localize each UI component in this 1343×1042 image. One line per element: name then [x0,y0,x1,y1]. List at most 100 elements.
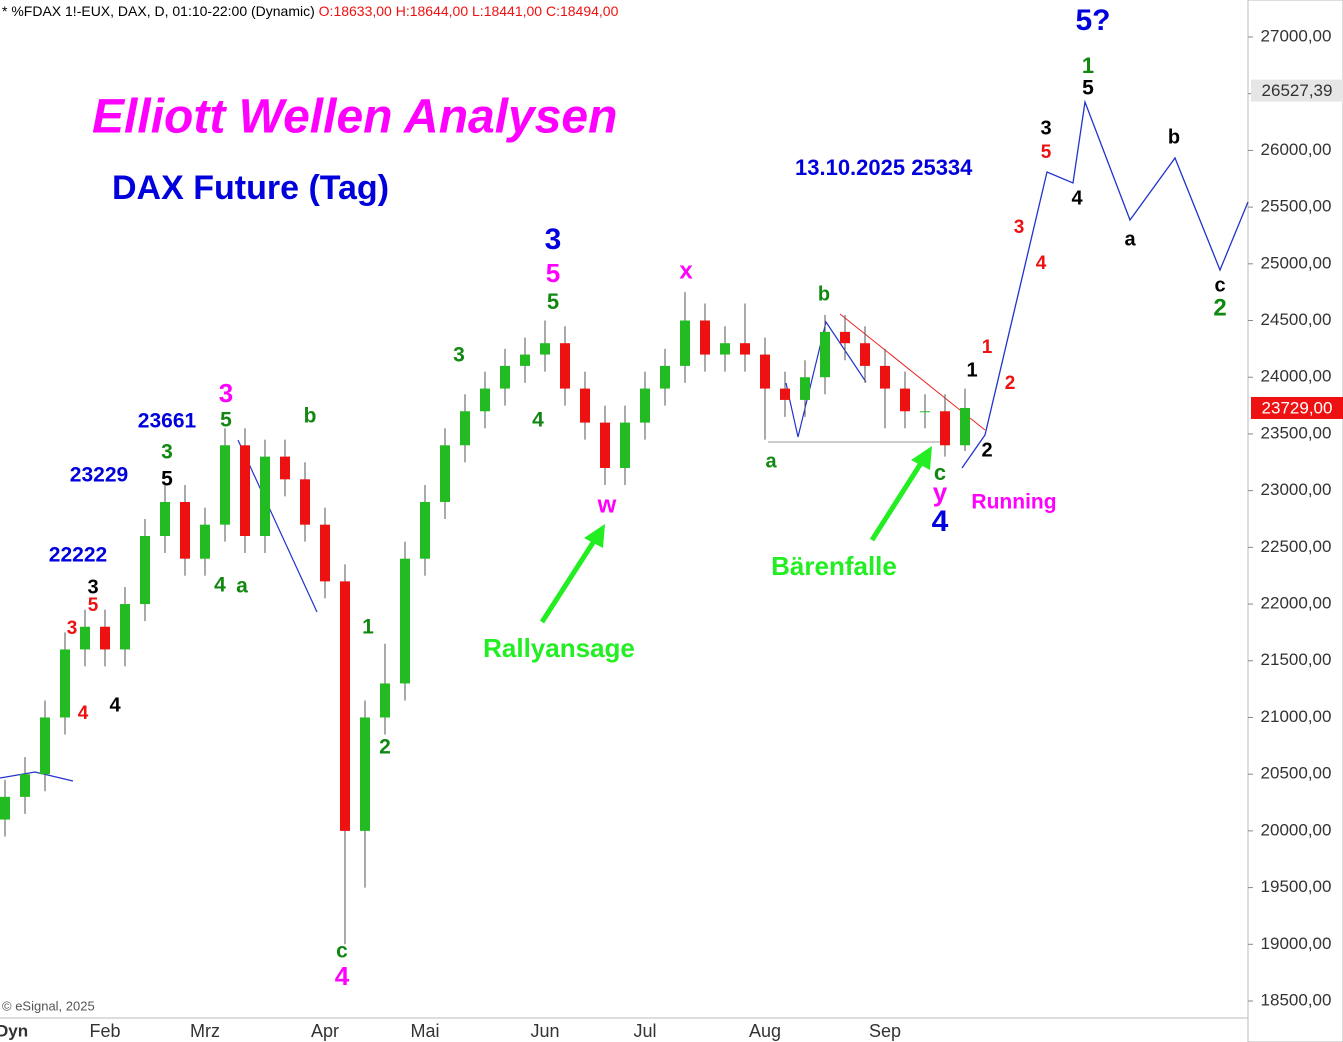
candle-body [700,320,710,355]
wave-label: x [679,257,693,284]
forecast-label: 13.10.2025 25334 [795,155,973,180]
wave-label: 4 [335,961,350,991]
wave-label: 3 [1014,217,1025,238]
candle-body [300,479,310,525]
candle-body [560,343,570,389]
price-marker [1251,79,1343,102]
wave-label: Running [971,491,1056,514]
candle-body [500,365,510,389]
y-tick-label: 25500,00 [1261,197,1332,216]
x-tick-label: Feb [89,1021,120,1041]
candle-body [460,411,470,446]
candle-body [220,445,230,525]
y-tick-label: 21500,00 [1261,650,1332,669]
wave-label: 1 [1082,53,1094,78]
wave-line [237,439,318,613]
candle-body [640,388,650,423]
wave-label: 23661 [138,410,197,433]
candles [0,292,970,945]
wave-label: 1 [982,337,993,358]
x-tick-label: Aug [749,1021,781,1041]
wave-label: 3 [219,378,233,408]
wave-label: 1 [362,616,374,639]
y-tick-label: 23500,00 [1261,423,1332,442]
candle-body [400,558,410,684]
y-tick-label: 27000,00 [1261,26,1332,45]
candle-body [340,581,350,831]
wave-label: 4 [78,703,89,724]
wave-label: 5 [220,409,232,432]
wave-label: 5? [1075,4,1110,37]
candle-body [20,774,30,797]
wave-label: c [336,940,348,963]
wave-label: 2 [379,736,391,759]
candle-body [440,445,450,502]
x-tick-label: Jul [633,1021,656,1041]
wave-label: c [934,460,946,485]
candle-body [120,604,130,650]
wave-label: 3 [453,344,465,367]
wave-label: 5 [1041,142,1052,163]
wave-label: 4 [109,694,121,716]
candle-body [900,388,910,412]
candle-body [760,354,770,389]
forecast-path [961,99,1249,469]
wave-label: 22222 [49,544,107,567]
wave-label: c [1214,274,1225,296]
header: * %FDAX 1!-EUX, DAX, D, 01:10-22:00 (Dyn… [2,3,619,19]
wave-label: 3 [87,576,98,598]
candle-body [260,456,270,537]
candle-body [320,524,330,582]
candle-body [960,407,970,446]
candle-body [380,683,390,718]
y-tick-label: 24500,00 [1261,310,1332,329]
wave-label: 1 [966,359,977,381]
wave-label: b [304,405,317,428]
arrow [539,524,605,624]
y-tick-label: 21000,00 [1261,707,1332,726]
y-tick-label: 19500,00 [1261,877,1332,896]
candle-body [240,445,250,537]
y-tick-label: 23000,00 [1261,480,1332,499]
corner-label: Dyn [0,1021,28,1040]
wave-label: 4 [532,409,544,432]
y-tick-label: 24000,00 [1261,367,1332,386]
wave-label: a [236,575,248,598]
candle-body [420,501,430,559]
wave-label: 2 [1005,373,1016,394]
price-marker-label: 26527,39 [1262,81,1333,100]
header-ohlc: O:18633,00 H:18644,00 L:18441,00 C:18494… [319,3,619,19]
candle-body [360,717,370,831]
wave-label: 3 [1040,117,1051,139]
candle-body [80,626,90,650]
wave-label: 23229 [70,464,128,487]
wave-label: a [1124,228,1136,250]
candle-body [0,796,10,820]
wave-label: y [933,477,948,507]
y-tick-label: 25000,00 [1261,253,1332,272]
wave-label: 5 [1082,77,1094,100]
candle-body [180,501,190,559]
wave-label: w [597,491,617,518]
x-tick-label: Mai [410,1021,439,1041]
price-axis-panel [1247,0,1343,1042]
wave-label: 5 [547,289,559,314]
wave-lines [0,99,1249,782]
x-tick-label: Jun [530,1021,559,1041]
chart-title: Elliott Wellen Analysen [92,91,617,144]
wave-label: 4 [1071,187,1083,209]
price-marker [1251,396,1343,419]
candle-body [60,649,70,718]
wave-label: 3 [161,441,173,464]
y-tick-label: 20500,00 [1261,764,1332,783]
x-tick-label: Sep [869,1021,901,1041]
candle-body [860,343,870,366]
y-tick-label: 19000,00 [1261,934,1332,953]
wave-label: 4 [214,574,226,597]
wave-label: Rallyansage [483,633,635,663]
arrow [869,446,932,542]
wave-label: 3 [67,618,78,639]
wave-line [0,771,74,782]
y-tick-label: 22500,00 [1261,537,1332,556]
y-tick-label: 22000,00 [1261,594,1332,613]
